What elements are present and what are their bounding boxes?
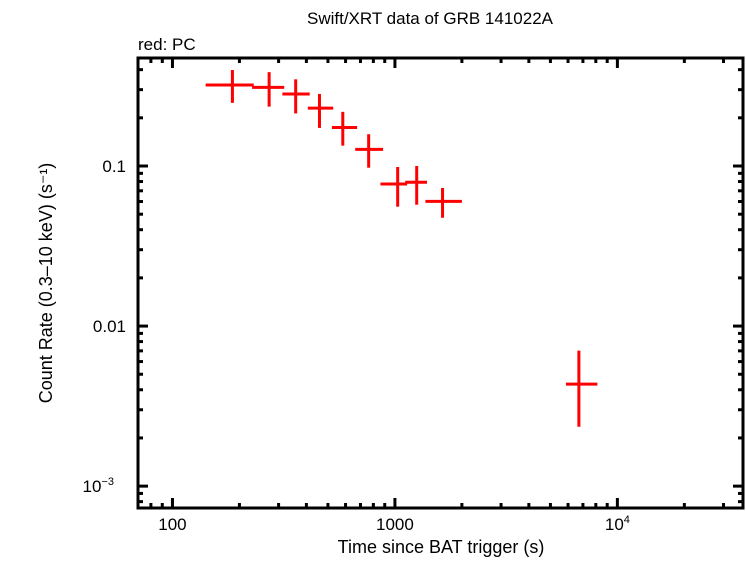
data-point bbox=[425, 187, 462, 218]
data-point bbox=[282, 79, 310, 114]
data-point bbox=[355, 134, 384, 168]
y-tick-label: 0.1 bbox=[102, 157, 126, 176]
x-axis-label: Time since BAT trigger (s) bbox=[338, 537, 545, 557]
x-tick-label: 1000 bbox=[376, 515, 414, 534]
data-point bbox=[405, 166, 428, 205]
chart-subtitle: red: PC bbox=[138, 35, 196, 54]
y-axis-label: Count Rate (0.3–10 keV) (s⁻¹) bbox=[36, 163, 56, 404]
data-point bbox=[252, 72, 285, 107]
x-tick-label: 100 bbox=[158, 515, 186, 534]
y-tick-label: 10−3 bbox=[83, 476, 114, 496]
data-point bbox=[380, 166, 408, 207]
y-tick-label: 0.01 bbox=[93, 317, 126, 336]
data-point bbox=[205, 70, 254, 103]
x-tick-label: 104 bbox=[605, 514, 630, 534]
data-points bbox=[205, 70, 598, 427]
axis-ticks: 100 1000 104 0.1 0.01 10−3 bbox=[83, 58, 743, 534]
data-point bbox=[331, 111, 358, 146]
chart-title: Swift/XRT data of GRB 141022A bbox=[307, 9, 554, 28]
data-point bbox=[307, 93, 334, 128]
data-point bbox=[565, 350, 598, 427]
plot-frame bbox=[136, 56, 745, 510]
